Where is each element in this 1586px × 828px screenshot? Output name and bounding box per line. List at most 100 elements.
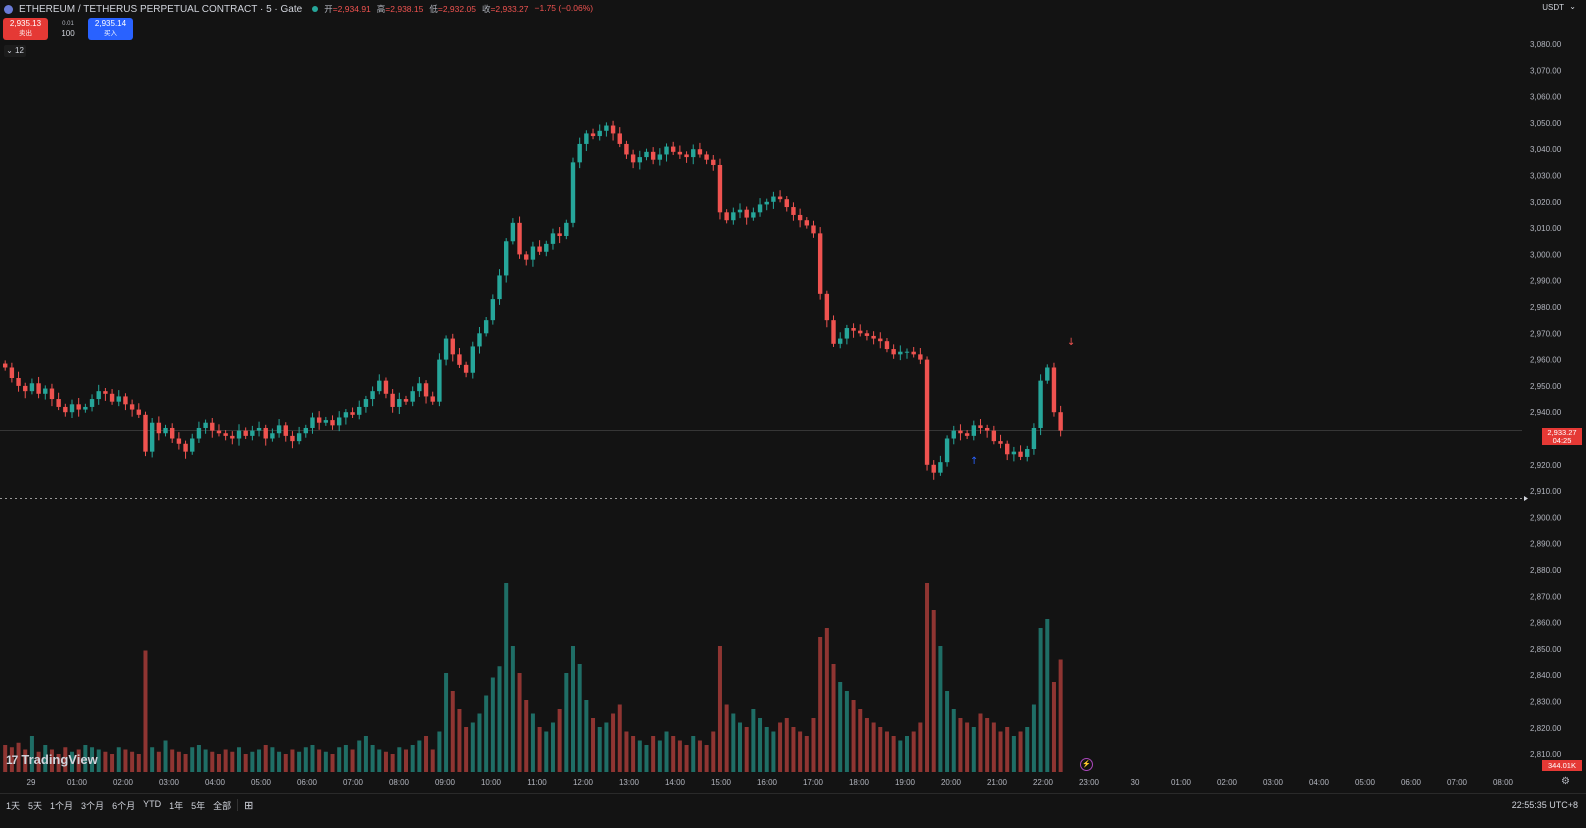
volume-bar <box>430 749 435 772</box>
candle <box>844 324 850 345</box>
candle <box>216 424 222 437</box>
candle <box>550 228 556 250</box>
volume-bar <box>43 745 48 772</box>
price-tick-label: 2,960.00 <box>1530 356 1562 365</box>
volume-bar <box>530 713 535 772</box>
volume-bar <box>170 749 175 772</box>
price-tick-label: 2,990.00 <box>1530 277 1562 286</box>
buy-button[interactable]: 2,935.14 买入 <box>88 18 133 40</box>
candle <box>310 412 315 434</box>
current-price-tag: 2,933.27 04:25 <box>1542 428 1582 445</box>
quantity-step: 0.01 <box>62 21 74 27</box>
volume-bar <box>951 709 956 772</box>
volume-bar <box>925 583 930 772</box>
volume-bar <box>691 736 696 772</box>
range-ytd[interactable]: YTD <box>143 798 162 809</box>
volume-bar <box>671 736 676 772</box>
volume-bar <box>464 727 469 772</box>
chevron-down-icon[interactable]: ⌄ <box>1569 2 1576 11</box>
volume-bar <box>63 747 68 772</box>
price-tick-label: 2,890.00 <box>1530 540 1562 549</box>
range-1m[interactable]: 1个月 <box>50 800 74 811</box>
candle <box>630 149 636 169</box>
volume-bar <box>965 722 970 772</box>
volume-bar <box>130 751 135 772</box>
volume-bar <box>838 682 843 772</box>
volume-bar <box>437 731 442 772</box>
volume-bar <box>871 722 876 772</box>
indicators-toggle[interactable]: ⌄ 12 <box>4 45 26 57</box>
clock[interactable]: 22:55:35 UTC+8 <box>1511 800 1578 810</box>
candle <box>771 191 776 209</box>
candle <box>664 143 669 162</box>
quantity-field[interactable]: 0.01 100 <box>54 19 82 39</box>
candle <box>69 399 75 418</box>
price-tick-label: 3,030.00 <box>1530 172 1562 181</box>
candle <box>377 374 382 395</box>
range-1d[interactable]: 1天 <box>6 800 21 811</box>
gear-icon[interactable]: ⚙ <box>1561 776 1570 787</box>
candle-countdown: 04:25 <box>1552 436 1572 445</box>
range-1y[interactable]: 1年 <box>169 800 184 811</box>
volume-bar <box>651 736 656 772</box>
candle <box>223 430 228 441</box>
symbol-title[interactable]: ETHEREUM / TETHERUS PERPETUAL CONTRACT ·… <box>19 3 303 15</box>
candle <box>931 460 936 480</box>
range-3m[interactable]: 3个月 <box>81 800 105 811</box>
volume-bar <box>470 722 475 772</box>
candle <box>891 344 896 359</box>
range-5d[interactable]: 5天 <box>28 800 43 811</box>
volume-bar <box>123 749 128 772</box>
candle <box>23 382 28 399</box>
volume-bar <box>617 704 622 772</box>
candle <box>463 361 469 378</box>
price-tick-label: 3,070.00 <box>1530 66 1562 75</box>
candle <box>731 207 736 225</box>
volume-bar <box>858 709 863 772</box>
bottom-toolbar: 1天 5天 1个月 3个月 6个月 YTD 1年 5年 全部 ⊞ 22:55:3… <box>0 793 1586 816</box>
volume-bar <box>216 754 221 772</box>
candle <box>958 424 963 441</box>
volume-bar <box>891 736 896 772</box>
candle <box>804 217 809 229</box>
range-all[interactable]: 全部 <box>213 800 232 811</box>
time-tick-label: 29 <box>27 778 36 787</box>
candle <box>397 392 402 415</box>
candle <box>103 388 108 401</box>
range-6m[interactable]: 6个月 <box>112 800 136 811</box>
range-5y[interactable]: 5年 <box>191 800 206 811</box>
candle <box>610 120 616 141</box>
sell-button[interactable]: 2,935.13 卖出 <box>3 18 48 40</box>
market-status-icon[interactable] <box>312 6 319 12</box>
candle <box>1051 362 1057 417</box>
candle <box>383 377 389 399</box>
candle <box>617 127 622 148</box>
price-tick-label: 3,040.00 <box>1530 145 1562 154</box>
volume-bar <box>237 747 241 772</box>
price-tick-label: 2,940.00 <box>1530 408 1562 417</box>
candle <box>911 346 916 358</box>
trade-panel: 2,935.13 卖出 0.01 100 2,935.14 买入 <box>3 18 133 40</box>
calendar-icon[interactable]: ⊞ <box>244 799 254 812</box>
volume-bar <box>176 751 181 772</box>
volume-bar <box>544 731 549 772</box>
volume-bar <box>350 749 355 772</box>
ethereum-icon <box>4 4 13 14</box>
candle <box>744 206 749 225</box>
volume-bar <box>397 747 402 772</box>
candle <box>29 378 35 395</box>
candle <box>1045 364 1050 384</box>
currency-selector[interactable]: USDT <box>1542 3 1564 12</box>
candle <box>517 216 522 259</box>
candle <box>470 341 475 379</box>
lightning-icon[interactable]: ⚡ <box>1080 758 1093 771</box>
volume-bar <box>577 664 582 772</box>
candle <box>350 407 355 418</box>
buy-signal-arrow: ↑ <box>970 456 978 467</box>
candle <box>751 207 756 221</box>
tradingview-logo[interactable]: 17 TradingView <box>6 752 98 767</box>
volume-bar <box>404 749 408 772</box>
candle <box>838 332 843 349</box>
candle <box>577 137 582 169</box>
